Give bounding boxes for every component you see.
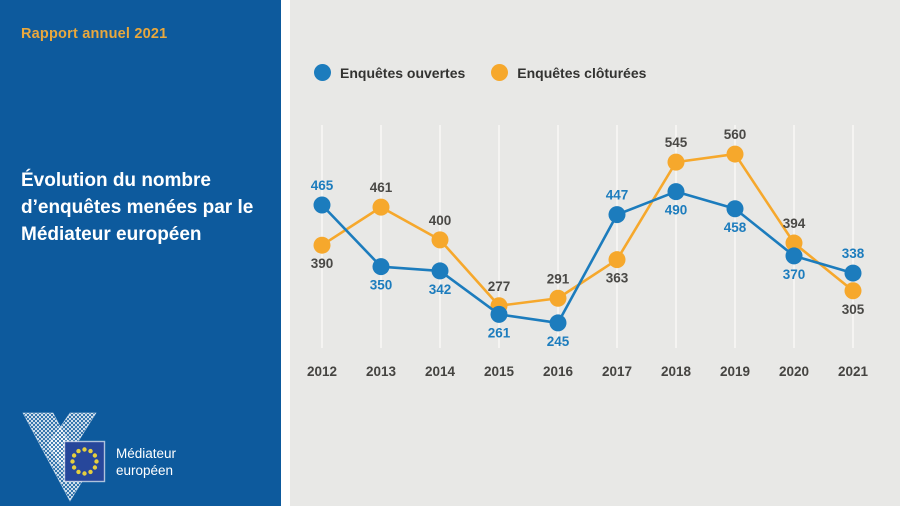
data-point (313, 196, 331, 214)
data-point-label: 400 (429, 213, 452, 228)
x-axis-label: 2017 (602, 364, 632, 379)
chart-panel: Enquêtes ouvertes Enquêtes clôturées 465… (290, 0, 900, 506)
data-point-label: 338 (842, 246, 865, 261)
data-point-label: 545 (665, 135, 688, 150)
data-point (726, 145, 744, 163)
logo-wordmark-line1: Médiateur (116, 446, 177, 461)
data-point (608, 251, 626, 269)
sidebar: Rapport annuel 2021 Évolution du nombre … (0, 0, 281, 506)
data-point (431, 262, 449, 280)
report-eyebrow: Rapport annuel 2021 (21, 26, 168, 42)
eu-flag-stars (70, 447, 99, 476)
data-point-label: 291 (547, 271, 570, 286)
chart-legend: Enquêtes ouvertes Enquêtes clôturées (314, 64, 646, 81)
logo-ribbon-right (47, 412, 97, 468)
data-point-label: 560 (724, 127, 747, 142)
data-point (608, 206, 626, 224)
data-point (490, 305, 508, 323)
x-axis-label: 2013 (366, 364, 397, 379)
data-point (785, 234, 803, 252)
data-point-label: 490 (665, 203, 688, 218)
data-point (372, 258, 390, 276)
data-point-label: 261 (488, 325, 511, 340)
legend-dot-ouvertes-icon (314, 64, 331, 81)
data-point-label: 305 (842, 302, 865, 317)
data-point-label: 390 (311, 256, 334, 271)
data-point (549, 289, 567, 307)
series-line (321, 190, 854, 325)
x-axis-label: 2012 (307, 364, 337, 379)
series-line (321, 152, 854, 308)
data-point-label: 447 (606, 188, 629, 203)
data-point (844, 282, 862, 300)
data-point (785, 247, 803, 265)
data-point (549, 314, 567, 332)
data-point (844, 264, 862, 282)
data-point (431, 231, 449, 249)
data-point-label: 461 (370, 180, 393, 195)
logo-wordmark-line2: européen (116, 463, 174, 479)
data-point-label: 277 (488, 279, 511, 294)
data-point (372, 198, 390, 216)
data-point-label: 245 (547, 334, 570, 349)
data-point-label: 342 (429, 282, 452, 297)
eu-flag-icon (63, 440, 106, 483)
chart-title: Évolution du nombre d’enquêtes menées pa… (21, 170, 254, 245)
data-point-label: 394 (783, 216, 806, 231)
x-axis-label: 2016 (543, 364, 574, 379)
data-point-label: 458 (724, 220, 747, 235)
x-axis-label: 2014 (425, 364, 456, 379)
data-point-label: 350 (370, 278, 393, 293)
ombudsman-bird-icon (22, 412, 106, 502)
line-chart: 465 390 350 461 342 400 261 277 245 291 447 363 490 5… (307, 125, 869, 379)
x-axis-label: 2018 (661, 364, 692, 379)
data-point-label: 363 (606, 271, 629, 286)
legend-item-enquetes-cloturees: Enquêtes clôturées (491, 64, 646, 81)
ombudsman-logo: Médiateur européen (0, 405, 281, 506)
data-point (313, 236, 331, 254)
data-point-label: 370 (783, 267, 806, 282)
legend-dot-cloturees-icon (491, 64, 509, 81)
data-point (667, 183, 685, 201)
data-point (667, 153, 685, 171)
legend-label-ouvertes: Enquêtes ouvertes (340, 64, 466, 81)
x-axis-label: 2015 (484, 364, 515, 379)
x-axis-label: 2021 (838, 364, 869, 379)
x-axis-label: 2019 (720, 364, 750, 379)
logo-wordmark: Médiateur européen (116, 445, 176, 480)
legend-item-enquetes-ouvertes: Enquêtes ouvertes (314, 64, 465, 81)
data-point (726, 200, 744, 218)
x-axis-label: 2020 (779, 364, 809, 379)
legend-label-cloturees: Enquêtes clôturées (517, 64, 647, 81)
data-point-label: 465 (311, 178, 334, 193)
